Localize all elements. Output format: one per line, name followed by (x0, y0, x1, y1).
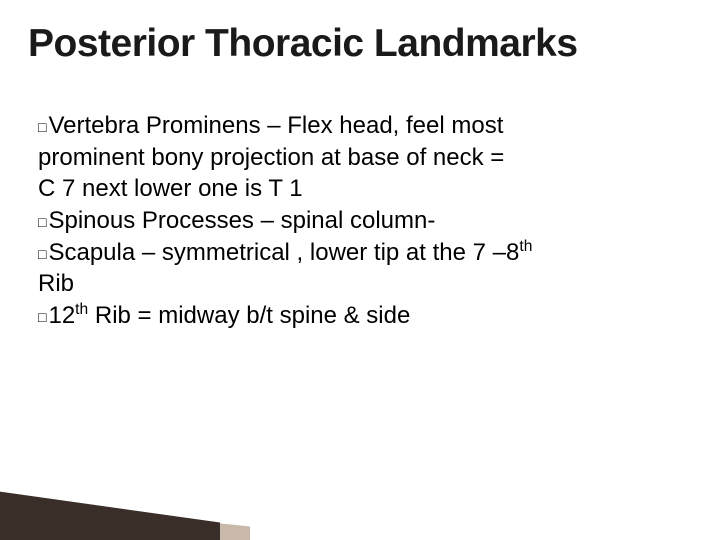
bullet-lead: Scapula (48, 239, 135, 266)
bullet-rest: Prominens – Flex head, feel most (139, 112, 503, 139)
ordinal-sup: th (75, 301, 88, 318)
slide-title: Posterior Thoracic Landmarks (28, 22, 578, 66)
bullet-icon: □ (38, 246, 46, 262)
bullet-rest: – symmetrical , lower tip at the 7 –8 (135, 239, 519, 266)
bullet-item: □Vertebra Prominens – Flex head, feel mo… (38, 110, 690, 142)
bullet-item: □12th Rib = midway b/t spine & side (38, 300, 690, 332)
ordinal-sup: th (519, 238, 532, 255)
bullet-icon: □ (38, 214, 46, 230)
decor-wedge-dark (0, 486, 220, 540)
bullet-item: □Spinous Processes – spinal column- (38, 205, 690, 237)
bullet-lead: Spinous (48, 207, 135, 234)
bullet-cont: prominent bony projection at base of nec… (38, 142, 690, 174)
bullet-lead: Vertebra (48, 112, 139, 139)
bullet-icon: □ (38, 309, 46, 325)
slide-body: □Vertebra Prominens – Flex head, feel mo… (38, 110, 690, 332)
slide: Posterior Thoracic Landmarks □Vertebra P… (0, 0, 720, 540)
bullet-cont: Rib (38, 268, 690, 300)
bullet-cont: C 7 next lower one is T 1 (38, 173, 690, 205)
bullet-lead: 12 (48, 302, 75, 329)
bullet-item: □Scapula – symmetrical , lower tip at th… (38, 237, 690, 269)
bullet-rest: Rib = midway b/t spine & side (88, 302, 410, 329)
bullet-icon: □ (38, 119, 46, 135)
bullet-rest: Processes – spinal column- (135, 207, 435, 234)
